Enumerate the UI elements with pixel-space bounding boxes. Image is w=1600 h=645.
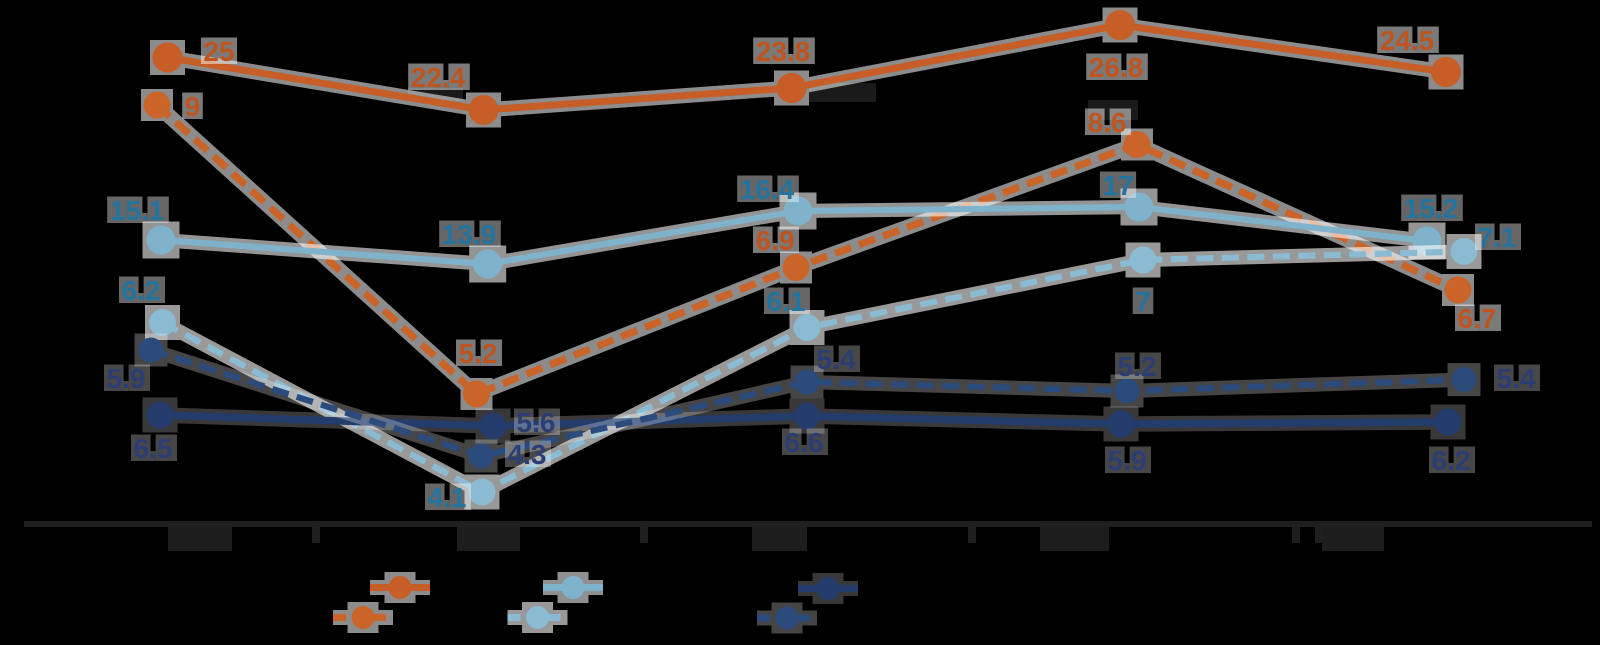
svg-text:25: 25 <box>203 36 234 67</box>
svg-text:17: 17 <box>1102 170 1133 201</box>
svg-text:5.6: 5.6 <box>517 407 556 438</box>
svg-text:5.4: 5.4 <box>817 344 856 375</box>
svg-text:5.4: 5.4 <box>1497 363 1536 394</box>
svg-text:23.8: 23.8 <box>756 36 811 67</box>
svg-text:9: 9 <box>185 91 201 122</box>
svg-text:4.1: 4.1 <box>428 482 467 513</box>
svg-text:5.9: 5.9 <box>1108 445 1147 476</box>
svg-text:6.6: 6.6 <box>785 427 824 458</box>
svg-text:6.7: 6.7 <box>1458 303 1497 334</box>
svg-text:5.9: 5.9 <box>107 363 146 394</box>
svg-text:6.2: 6.2 <box>122 275 161 306</box>
svg-text:6.5: 6.5 <box>134 433 173 464</box>
svg-text:6.2: 6.2 <box>1432 445 1471 476</box>
svg-text:15.1: 15.1 <box>110 195 165 226</box>
svg-text:13.9: 13.9 <box>442 219 497 250</box>
svg-text:15.2: 15.2 <box>1404 193 1459 224</box>
svg-text:22.4: 22.4 <box>411 62 466 93</box>
svg-text:4.3: 4.3 <box>508 439 547 470</box>
svg-text:5.2: 5.2 <box>459 338 498 369</box>
svg-text:8.6: 8.6 <box>1088 107 1127 138</box>
svg-text:26.8: 26.8 <box>1089 52 1144 83</box>
svg-text:16.4: 16.4 <box>740 174 795 205</box>
svg-text:6.9: 6.9 <box>756 225 795 256</box>
svg-text:7: 7 <box>1135 286 1151 317</box>
svg-text:7.1: 7.1 <box>1478 222 1517 253</box>
svg-text:5.2: 5.2 <box>1118 351 1157 382</box>
svg-text:24.5: 24.5 <box>1380 25 1435 56</box>
svg-text:6.1: 6.1 <box>767 286 806 317</box>
